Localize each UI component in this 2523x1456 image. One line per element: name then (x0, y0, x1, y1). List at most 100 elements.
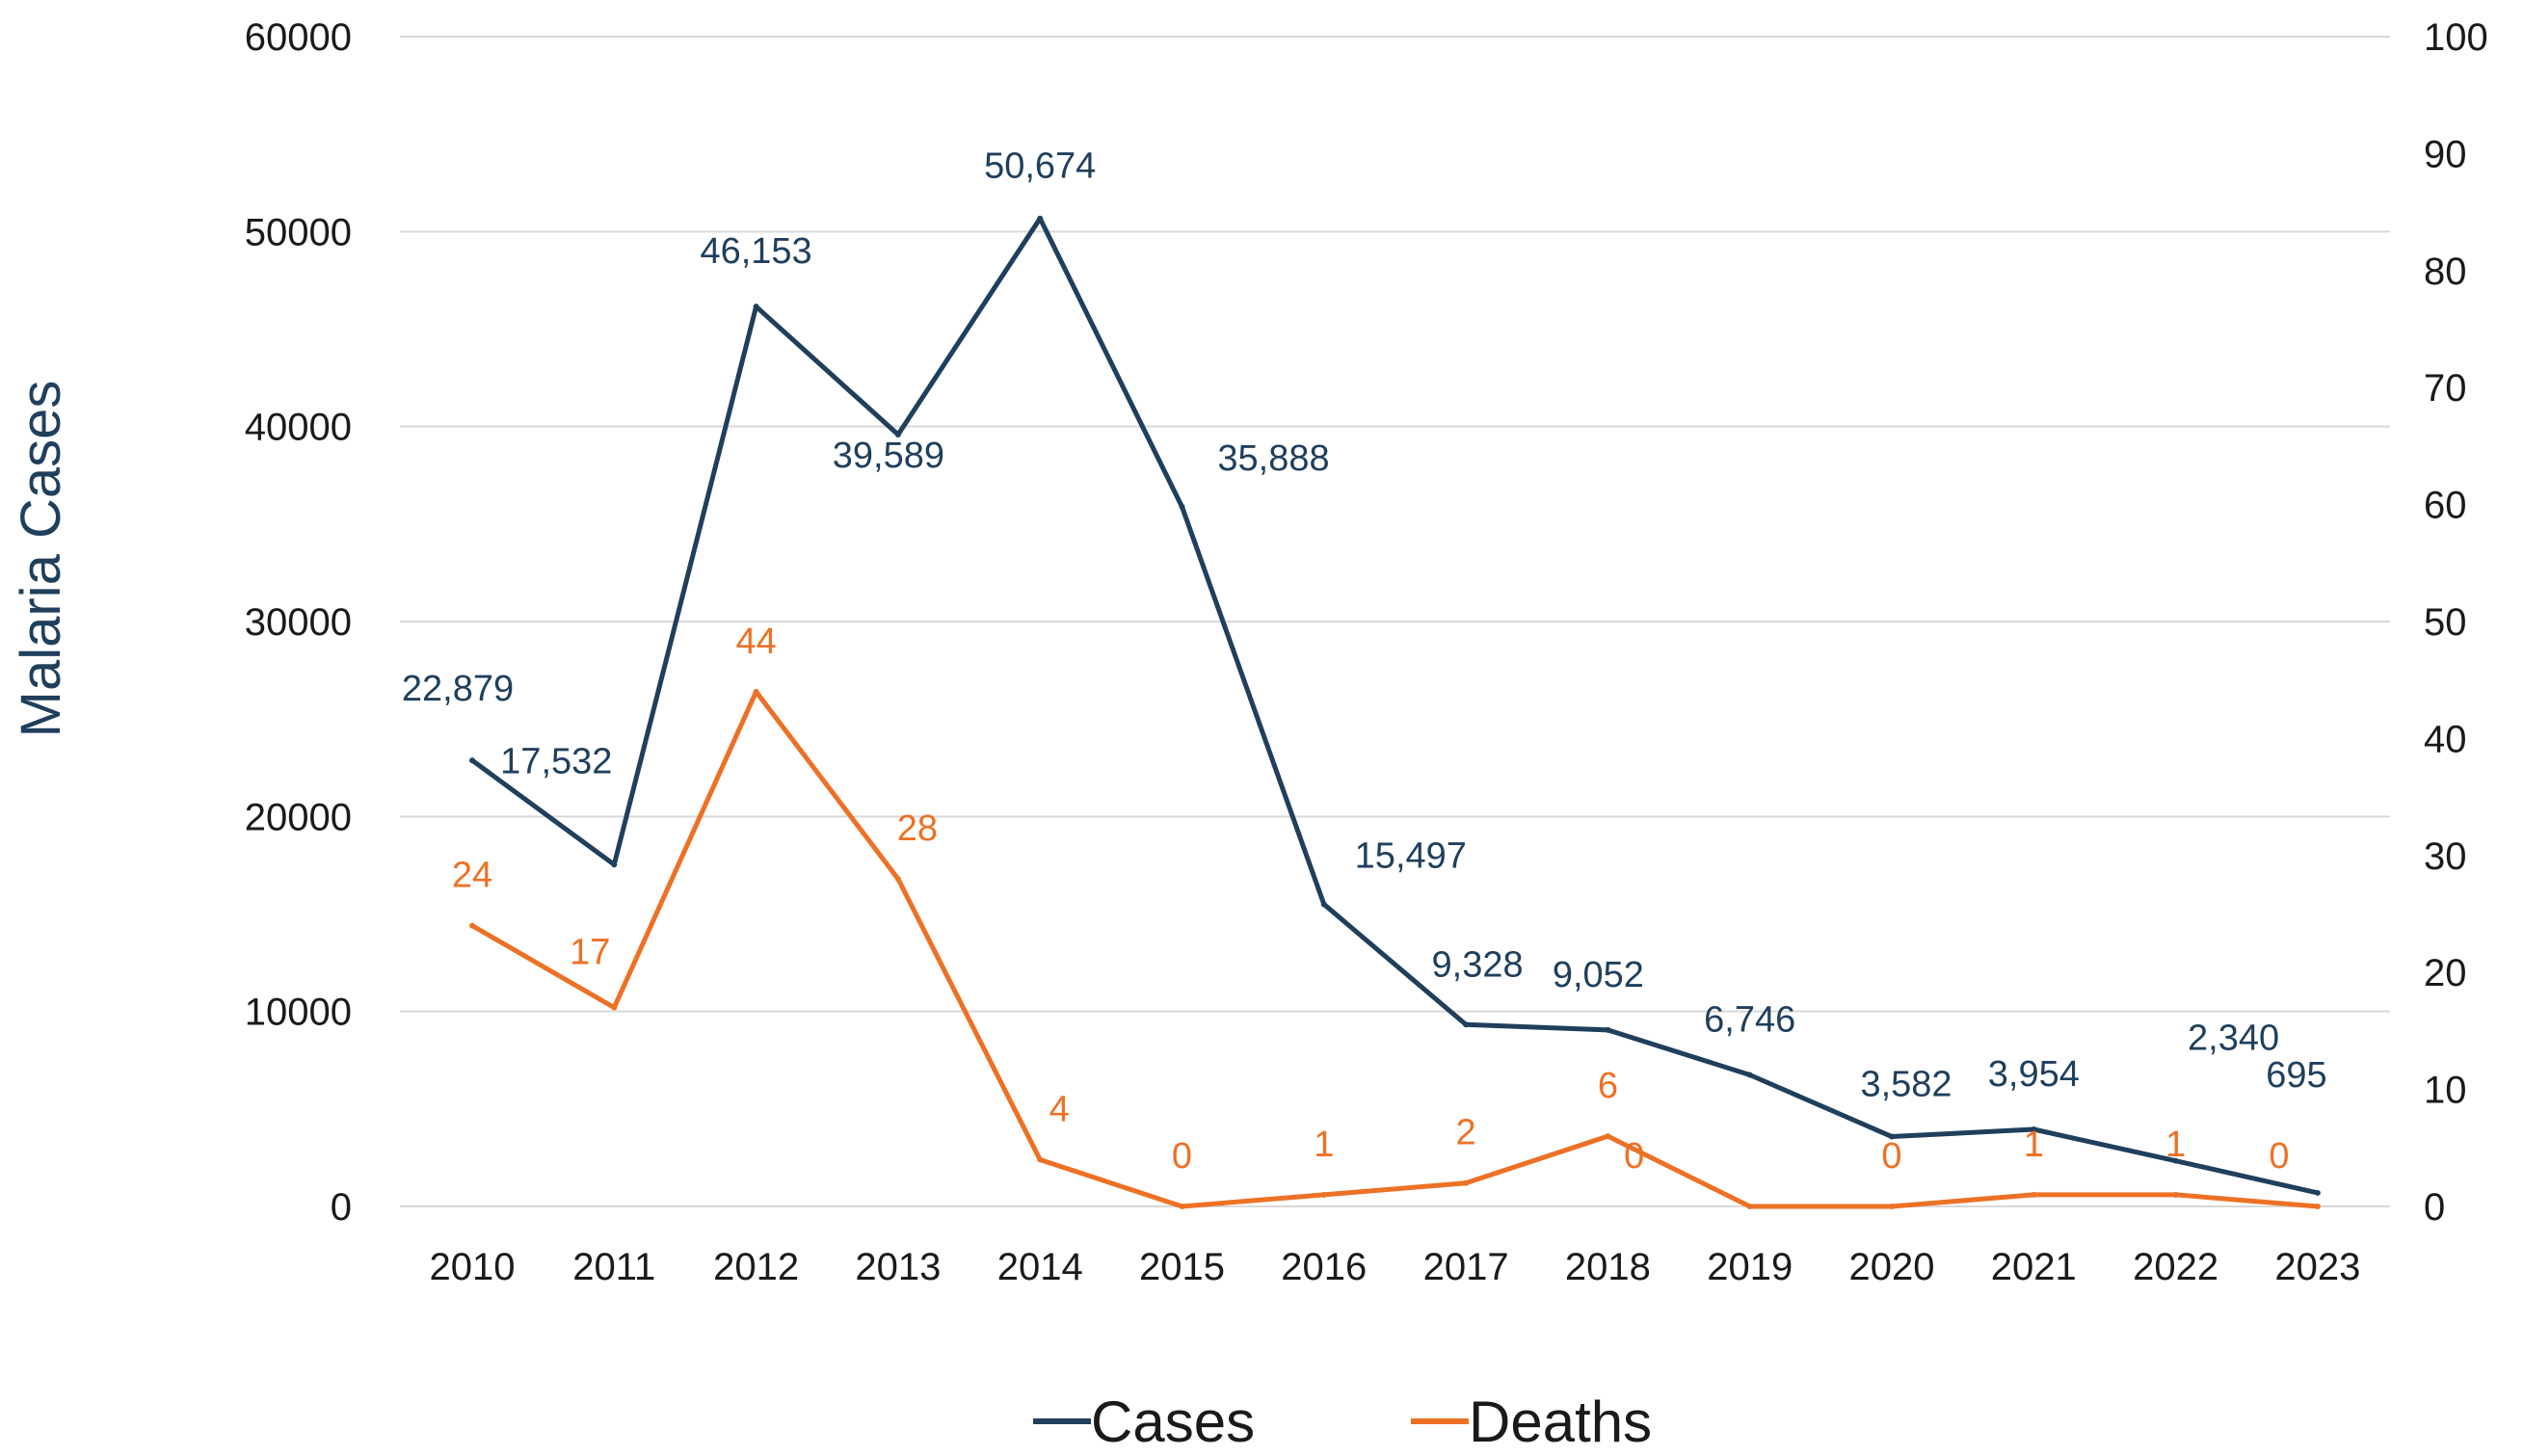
series-lines (469, 215, 2321, 1209)
data-label-deaths: 1 (2165, 1125, 2186, 1165)
data-label-cases: 3,582 (1860, 1065, 1952, 1105)
legend-label-deaths: Deaths (1469, 1390, 1652, 1451)
data-label-deaths: 17 (570, 933, 610, 973)
x-axis-ticks: 2010 2011 2012 2013 2014 2015 2016 2017 2018 2019… (430, 1246, 2361, 1288)
data-point-cases (1037, 215, 1044, 222)
y2-tick-label: 100 (2424, 16, 2488, 59)
legend-label-cases: Cases (1091, 1390, 1255, 1451)
data-point-cases (1605, 1026, 1611, 1033)
data-label-deaths: 1 (1314, 1125, 1334, 1165)
y2-tick-label: 20 (2424, 952, 2467, 994)
y-tick-label: 50000 (245, 211, 352, 253)
x-tick-label: 2014 (997, 1246, 1083, 1288)
x-tick-label: 2021 (1991, 1246, 2077, 1288)
data-label-cases: 695 (2266, 1055, 2326, 1096)
data-point-cases (2172, 1157, 2179, 1164)
data-point-cases (1463, 1021, 1470, 1028)
x-tick-label: 2019 (1707, 1246, 1793, 1288)
data-point-cases (2031, 1125, 2037, 1132)
data-labels: 22,879 17,532 46,153 39,589 50,674 35,888 15,4… (402, 146, 2327, 1177)
data-point-deaths (1889, 1204, 1895, 1209)
data-label-cases: 15,497 (1355, 835, 1467, 876)
data-point-cases (469, 757, 475, 764)
data-point-cases (1179, 503, 1185, 510)
data-point-deaths (894, 876, 901, 883)
data-label-cases: 46,153 (700, 231, 811, 272)
data-label-cases: 9,052 (1553, 955, 1644, 995)
data-label-cases: 39,589 (833, 436, 944, 476)
data-label-cases: 17,532 (500, 741, 612, 781)
data-point-cases (611, 861, 618, 868)
data-label-cases: 35,888 (1217, 438, 1329, 479)
data-point-deaths (1179, 1204, 1185, 1209)
data-label-cases: 50,674 (984, 146, 1096, 187)
y2-tick-label: 30 (2424, 835, 2467, 878)
x-tick-label: 2015 (1139, 1246, 1225, 1288)
data-label-cases: 6,746 (1704, 1000, 1795, 1041)
x-tick-label: 2018 (1565, 1246, 1651, 1288)
data-point-deaths (1746, 1204, 1753, 1209)
data-point-deaths (2031, 1191, 2037, 1198)
data-label-deaths: 28 (897, 808, 938, 849)
data-point-deaths (2314, 1204, 2321, 1209)
y-tick-label: 0 (331, 1186, 352, 1229)
data-point-deaths (611, 1004, 618, 1011)
data-point-deaths (469, 922, 475, 929)
data-point-cases (2314, 1189, 2321, 1196)
data-label-deaths: 0 (1172, 1136, 1192, 1177)
data-point-deaths (1320, 1191, 1327, 1198)
data-label-cases: 9,328 (1432, 944, 1524, 985)
data-label-deaths: 0 (1881, 1136, 1901, 1177)
data-label-deaths: 6 (1598, 1066, 1618, 1106)
data-point-deaths (1605, 1133, 1611, 1140)
series-line-deaths (470, 689, 2319, 1209)
data-label-cases: 3,954 (1988, 1054, 2080, 1095)
data-point-deaths (753, 688, 759, 695)
y-tick-label: 60000 (245, 16, 352, 59)
data-label-cases: 22,879 (402, 669, 514, 709)
data-label-cases: 2,340 (2188, 1019, 2279, 1059)
y2-tick-label: 90 (2424, 133, 2467, 175)
y2-tick-label: 40 (2424, 718, 2467, 760)
data-point-cases (1889, 1133, 1895, 1140)
y2-tick-label: 60 (2424, 485, 2467, 527)
x-tick-label: 2010 (430, 1246, 516, 1288)
data-point-cases (1320, 901, 1327, 908)
y-axis-left-ticks: 60000 50000 40000 30000 20000 10000 0 (245, 16, 352, 1229)
data-label-deaths: 4 (1049, 1089, 1070, 1129)
y2-tick-label: 80 (2424, 251, 2467, 293)
data-label-deaths: 0 (1624, 1136, 1644, 1177)
gridlines (400, 36, 2390, 1207)
x-tick-label: 2023 (2274, 1246, 2360, 1288)
x-tick-label: 2022 (2133, 1246, 2218, 1288)
y-tick-label: 40000 (245, 407, 352, 449)
data-point-cases (753, 304, 759, 310)
legend: Cases Deaths (1033, 1390, 1652, 1454)
data-point-cases (894, 431, 901, 437)
y2-tick-label: 0 (2424, 1186, 2445, 1229)
y2-tick-label: 70 (2424, 367, 2467, 410)
series-line-cases (470, 216, 2319, 1196)
data-label-deaths: 0 (2269, 1136, 2289, 1177)
data-label-deaths: 1 (2024, 1125, 2044, 1165)
data-point-deaths (2172, 1191, 2179, 1198)
y-tick-label: 30000 (245, 601, 352, 644)
x-tick-label: 2012 (713, 1246, 799, 1288)
data-label-deaths: 44 (735, 622, 776, 662)
x-tick-label: 2016 (1281, 1246, 1367, 1288)
y2-tick-label: 50 (2424, 601, 2467, 644)
x-tick-label: 2011 (572, 1246, 655, 1288)
data-label-deaths: 24 (452, 856, 492, 896)
y2-tick-label: 10 (2424, 1070, 2467, 1112)
data-point-cases (1746, 1072, 1753, 1078)
x-tick-label: 2020 (1849, 1246, 1935, 1288)
y-tick-label: 10000 (245, 992, 352, 1034)
data-label-deaths: 2 (1456, 1113, 1476, 1153)
x-tick-label: 2013 (855, 1246, 941, 1288)
x-tick-label: 2017 (1423, 1246, 1509, 1288)
data-point-deaths (1037, 1156, 1044, 1163)
y-tick-label: 20000 (245, 796, 352, 838)
